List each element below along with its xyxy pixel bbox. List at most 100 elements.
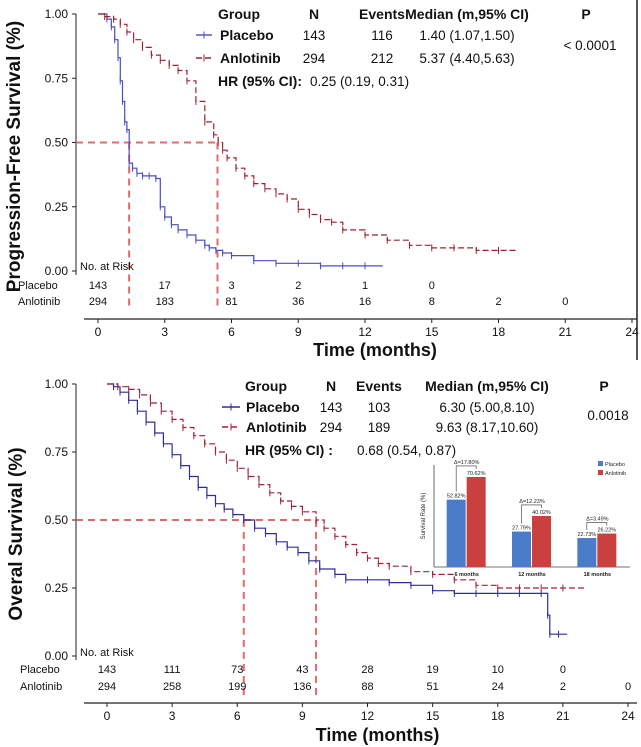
risk-count: 28 [361,664,373,676]
table-header-group: Group [218,6,260,22]
inset-bar-placebo [446,499,466,567]
risk-count: 143 [89,280,107,292]
x-tick-label: 12 [358,325,372,339]
inset-bar-label: 52.82% [447,494,466,500]
y-tick-label: 1.00 [45,377,69,391]
risk-count: 10 [492,664,504,676]
risk-count: 258 [163,681,181,693]
risk-count: 294 [98,681,116,693]
legend-name: Placebo [220,27,274,43]
inset-legend-label: Anlotinib [605,471,626,477]
risk-count: 183 [156,296,174,308]
table-median: 6.30 (5.00,8.10) [439,400,534,415]
risk-count: 16 [359,296,371,308]
risk-count: 136 [293,681,311,693]
inset-legend-swatch [598,461,603,466]
inset-category-label: 6 months [454,572,478,578]
x-tick-label: 21 [556,709,570,723]
inset-bar-placebo [577,538,597,567]
inset-bar-label: 26.22% [598,528,617,534]
inset-legend-label: Placebo [605,462,625,468]
risk-count: 81 [225,296,237,308]
x-tick-label: 24 [621,709,635,723]
hr-label: HR (95% CI): [218,73,302,89]
legend-name: Anlotinib [220,50,281,66]
risk-count: 199 [228,681,246,693]
x-axis-label: Time (months) [313,340,437,360]
inset-category-label: 18 months [584,572,612,578]
table-events: 189 [368,420,391,435]
inset-bar-label: 70.62% [467,471,486,477]
table-median: 9.63 (8.17,10.60) [436,420,539,435]
x-tick-label: 9 [295,325,302,339]
table-header-events: Events [356,378,402,394]
x-axis-label: Time (months) [316,725,440,745]
inset-bar-placebo [512,531,531,567]
risk-count: 8 [429,296,435,308]
risk-count: 0 [560,664,566,676]
inset-bar-anlotinib [532,515,551,567]
table-n: 143 [320,400,343,415]
risk-count: 111 [164,664,181,676]
table-n: 294 [320,420,343,435]
risk-row-label: Anlotinib [20,681,62,693]
inset-legend-swatch [598,470,603,475]
inset-bar-chart: Survival Rate (%) 52.82% 70.62% Δ=17.80% 6 m… [421,460,630,578]
x-tick-label: 3 [169,709,176,723]
y-tick-label: 0.75 [45,445,69,459]
x-tick-label: 3 [161,325,168,339]
risk-count: 0 [429,280,435,292]
x-tick-label: 21 [559,325,573,339]
x-tick-label: 18 [491,709,505,723]
inset-delta-label: Δ=12.23% [519,499,545,505]
risk-count: 51 [427,681,439,693]
table-events: 212 [371,51,394,66]
risk-count: 3 [228,280,234,292]
risk-row-label: Placebo [20,664,60,676]
x-tick-label: 12 [361,709,375,723]
x-tick-label: 0 [104,709,111,723]
y-tick-label: 0.00 [45,264,69,278]
table-header-median: Median (m,95% CI) [425,378,549,394]
table-header-n: N [309,6,319,22]
x-tick-label: 15 [425,325,439,339]
y-tick-label: 0.25 [45,581,69,595]
y-axis-label: Progression-Free Survival (%) [4,21,25,292]
x-tick-label: 6 [234,709,241,723]
risk-count: 2 [295,280,301,292]
x-tick-label: 18 [492,325,506,339]
table-events: 116 [371,28,393,43]
risk-count: 73 [231,664,243,676]
panel-pfs: 0.00 0.25 0.50 0.75 1.00 Progression-Free Sur… [4,6,639,360]
risk-count: 17 [159,280,171,292]
table-n: 143 [303,28,326,43]
y-tick-label: 0.00 [45,649,69,663]
y-tick-label: 1.00 [45,7,69,21]
inset-delta-bracket [521,504,542,524]
table-header-n: N [326,378,336,394]
y-tick-label: 0.50 [45,136,69,150]
risk-count: 0 [625,681,631,693]
hr-value: 0.25 (0.19, 0.31) [310,74,409,89]
panel-os: 0.00 0.25 0.50 0.75 1.00 Overal Survival (%) 0… [6,377,637,745]
hr-value: 0.68 (0.54, 0.87) [357,443,456,458]
risk-count: 294 [89,296,107,308]
p-value: 0.0018 [587,408,628,423]
inset-y-label: Survival Rate (%) [421,493,427,540]
x-tick-label: 9 [299,709,306,723]
risk-table-title: No. at Risk [80,261,134,273]
table-median: 1.40 (1.07,1.50) [419,28,514,43]
risk-count: 2 [495,296,501,308]
table-events: 103 [368,400,391,415]
x-tick-label: 24 [625,325,639,339]
inset-category-label: 12 months [518,572,546,578]
x-tick-label: 6 [228,325,235,339]
risk-table-title: No. at Risk [80,647,134,659]
table-median: 5.37 (4.40,5.63) [419,51,514,66]
risk-count: 88 [361,681,373,693]
table-header-p: P [599,378,608,394]
inset-delta-bracket [455,465,477,492]
risk-row-label: Placebo [18,280,58,292]
inset-delta-label: Δ=3.49% [586,517,609,523]
